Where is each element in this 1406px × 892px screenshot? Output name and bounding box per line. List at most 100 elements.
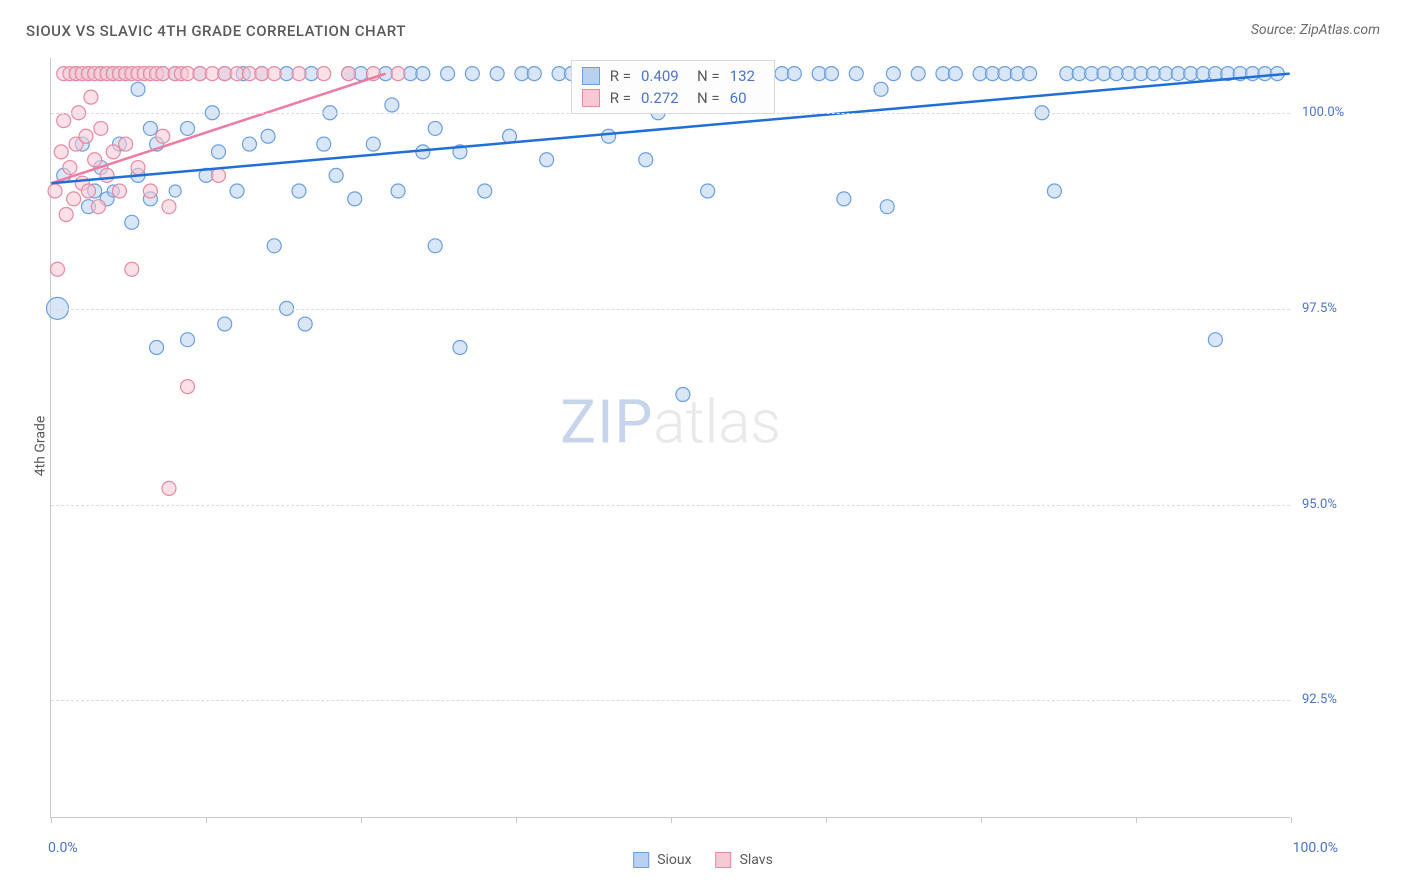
scatter-point bbox=[348, 192, 362, 206]
stats-n-label: N = bbox=[697, 67, 720, 85]
scatter-point bbox=[212, 168, 226, 182]
scatter-point bbox=[88, 153, 102, 167]
scatter-point bbox=[150, 341, 164, 355]
stats-row: R = 0.409 N = 132 bbox=[582, 65, 764, 87]
scatter-point bbox=[701, 184, 715, 198]
gridline bbox=[51, 309, 1290, 310]
x-tick bbox=[1136, 817, 1137, 823]
scatter-point bbox=[880, 200, 894, 214]
scatter-point bbox=[342, 67, 356, 81]
scatter-point bbox=[1047, 184, 1061, 198]
legend-label: Sioux bbox=[657, 852, 691, 868]
scatter-point bbox=[57, 114, 71, 128]
scatter-point bbox=[676, 387, 690, 401]
y-tick-label: 95.0% bbox=[1302, 497, 1337, 512]
scatter-point bbox=[125, 262, 139, 276]
stats-r-label: R = bbox=[610, 89, 631, 107]
scatter-point bbox=[67, 192, 81, 206]
scatter-point bbox=[490, 67, 504, 81]
slavs-swatch-icon bbox=[582, 89, 600, 107]
stats-r-value: 0.272 bbox=[641, 89, 687, 107]
scatter-point bbox=[131, 161, 145, 175]
scatter-point bbox=[106, 145, 120, 159]
x-tick bbox=[826, 817, 827, 823]
scatter-point bbox=[849, 67, 863, 81]
scatter-point bbox=[824, 67, 838, 81]
scatter-point bbox=[527, 67, 541, 81]
x-tick bbox=[1291, 817, 1292, 823]
scatter-point bbox=[162, 481, 176, 495]
scatter-point bbox=[366, 137, 380, 151]
scatter-svg bbox=[51, 58, 1290, 817]
legend-item-sioux: Sioux bbox=[633, 852, 691, 868]
sioux-swatch-icon bbox=[582, 67, 600, 85]
scatter-point bbox=[218, 317, 232, 331]
scatter-point bbox=[112, 184, 126, 198]
stats-n-value: 132 bbox=[730, 67, 764, 85]
x-axis-max-label: 100.0% bbox=[1293, 840, 1338, 856]
scatter-point bbox=[119, 137, 133, 151]
scatter-point bbox=[84, 90, 98, 104]
stats-r-value: 0.409 bbox=[641, 67, 687, 85]
scatter-point bbox=[540, 153, 554, 167]
x-tick bbox=[981, 817, 982, 823]
scatter-point bbox=[391, 67, 405, 81]
stats-n-value: 60 bbox=[730, 89, 764, 107]
scatter-point bbox=[131, 82, 145, 96]
scatter-point bbox=[441, 67, 455, 81]
scatter-point bbox=[212, 145, 226, 159]
scatter-point bbox=[230, 184, 244, 198]
scatter-point bbox=[428, 121, 442, 135]
legend-item-slavs: Slavs bbox=[716, 852, 773, 868]
scatter-point bbox=[1023, 67, 1037, 81]
sioux-swatch-icon bbox=[633, 852, 649, 868]
gridline bbox=[51, 505, 1290, 506]
scatter-point bbox=[54, 145, 68, 159]
scatter-point bbox=[639, 153, 653, 167]
scatter-point bbox=[416, 67, 430, 81]
scatter-point bbox=[453, 341, 467, 355]
scatter-point bbox=[948, 67, 962, 81]
scatter-point bbox=[63, 161, 77, 175]
scatter-point bbox=[100, 168, 114, 182]
scatter-point bbox=[292, 184, 306, 198]
scatter-point bbox=[169, 185, 181, 197]
scatter-point bbox=[911, 67, 925, 81]
scatter-point bbox=[156, 129, 170, 143]
scatter-point bbox=[329, 168, 343, 182]
y-tick-label: 100.0% bbox=[1302, 105, 1344, 120]
x-axis-min-label: 0.0% bbox=[48, 840, 78, 856]
scatter-point bbox=[886, 67, 900, 81]
x-tick bbox=[206, 817, 207, 823]
stats-box: R =0.409N =132R =0.272N =60 bbox=[571, 60, 775, 114]
scatter-point bbox=[292, 67, 306, 81]
y-tick-label: 97.5% bbox=[1302, 301, 1337, 316]
stats-r-label: R = bbox=[610, 67, 631, 85]
scatter-point bbox=[298, 317, 312, 331]
scatter-point bbox=[143, 121, 157, 135]
slavs-swatch-icon bbox=[716, 852, 732, 868]
scatter-point bbox=[81, 184, 95, 198]
legend-label: Slavs bbox=[740, 852, 773, 868]
scatter-point bbox=[385, 98, 399, 112]
scatter-point bbox=[91, 200, 105, 214]
legend: Sioux Slavs bbox=[633, 852, 773, 868]
scatter-point bbox=[317, 67, 331, 81]
scatter-point bbox=[181, 380, 195, 394]
scatter-point bbox=[162, 200, 176, 214]
x-tick bbox=[516, 817, 517, 823]
x-tick bbox=[361, 817, 362, 823]
scatter-point bbox=[125, 215, 139, 229]
scatter-point bbox=[1208, 333, 1222, 347]
scatter-point bbox=[261, 129, 275, 143]
scatter-point bbox=[59, 208, 73, 222]
plot-area: ZIPatlas bbox=[50, 58, 1290, 818]
scatter-point bbox=[181, 333, 195, 347]
source-attribution: Source: ZipAtlas.com bbox=[1251, 22, 1380, 38]
scatter-point bbox=[478, 184, 492, 198]
scatter-point bbox=[465, 67, 479, 81]
scatter-point bbox=[79, 129, 93, 143]
x-tick bbox=[51, 817, 52, 823]
scatter-point bbox=[143, 184, 157, 198]
scatter-point bbox=[602, 129, 616, 143]
